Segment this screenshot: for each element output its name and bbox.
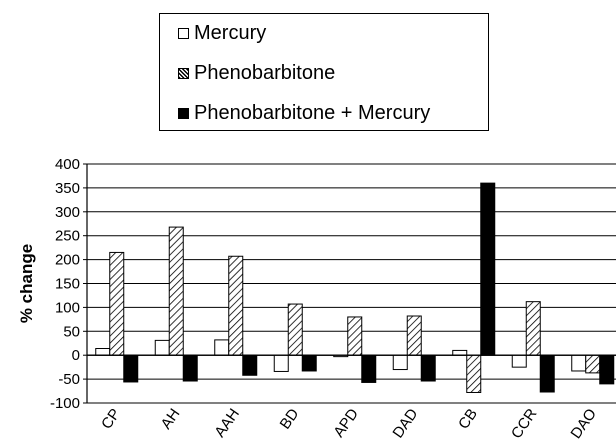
x-tick-label: CCR: [508, 405, 541, 439]
legend-item-phenobarbitone: Phenobarbitone: [178, 58, 335, 88]
y-tick-label: 300: [55, 204, 80, 221]
bar-mercury-cp: [96, 349, 110, 356]
y-tick-label: 400: [55, 156, 80, 173]
y-tick-label: -100: [50, 395, 80, 412]
bar-phenobarbitone-cp: [110, 252, 124, 355]
legend-label-mercury: Mercury: [194, 22, 266, 45]
y-tick-label: 0: [72, 347, 80, 364]
x-tick-label: CB: [455, 406, 481, 433]
tick-labels: -100 -50 0 50 100 150 200 250 300 350 400 CP AH AAH BD…: [17, 156, 600, 439]
bar-phenobarbitone-mercury-ccr: [540, 355, 554, 392]
bar-phenobarbitone-mercury-ah: [183, 355, 197, 381]
gridlines: [87, 164, 616, 403]
bar-phenobarbitone-bd: [288, 304, 302, 355]
bar-phenobarbitone-cb: [467, 355, 481, 392]
legend-label-phenobarbitone: Phenobarbitone: [194, 62, 335, 85]
bar-phenobarbitone-ah: [169, 227, 183, 355]
bar-phenobarbitone-aah: [229, 256, 243, 355]
bar-phenobarbitone-dao: [586, 355, 600, 373]
bar-phenobarbitone-mercury-dao: [600, 355, 614, 384]
bar-mercury-cb: [453, 350, 467, 355]
legend-label-phenobarbitone-mercury: Phenobarbitone + Mercury: [194, 102, 430, 125]
y-tick-label: 150: [55, 276, 80, 293]
legend-item-phenobarbitone-mercury: Phenobarbitone + Mercury: [178, 98, 430, 128]
y-tick-label: 50: [63, 323, 80, 340]
x-tick-label: DAO: [567, 406, 600, 439]
bar-phenobarbitone-apd: [348, 317, 362, 355]
bar-phenobarbitone-mercury-bd: [302, 355, 316, 371]
y-tick-label: 350: [55, 180, 80, 197]
x-tick-label: BD: [277, 405, 303, 432]
y-tick-label: -50: [58, 371, 80, 388]
y-axis-title: % change: [17, 244, 36, 323]
legend-swatch-phenobarbitone: [178, 68, 189, 79]
bar-phenobarbitone-mercury-cp: [124, 355, 138, 382]
bar-phenobarbitone-ccr: [526, 302, 540, 356]
bar-phenobarbitone-mercury-dad: [421, 355, 435, 381]
x-tick-label: DAD: [389, 405, 421, 439]
legend-item-mercury: Mercury: [178, 18, 266, 48]
y-tick-label: 200: [55, 252, 80, 269]
y-tick-label: 100: [55, 299, 80, 316]
x-tick-label: AH: [158, 406, 184, 433]
bar-phenobarbitone-dad: [407, 316, 421, 355]
legend: Mercury Phenobarbitone Phenobarbitone + …: [159, 13, 489, 131]
x-tick-label: APD: [330, 405, 362, 439]
bar-mercury-aah: [215, 340, 229, 355]
bar-phenobarbitone-mercury-apd: [362, 355, 376, 382]
legend-swatch-mercury: [178, 28, 189, 39]
y-tick-label: 250: [55, 228, 80, 245]
bars: [96, 183, 614, 392]
x-tick-label: CP: [98, 406, 124, 433]
bar-mercury-dao: [572, 355, 586, 371]
bar-phenobarbitone-mercury-cb: [481, 183, 495, 355]
bar-phenobarbitone-mercury-aah: [243, 355, 257, 375]
bar-mercury-bd: [274, 355, 288, 371]
legend-swatch-phenobarbitone-mercury: [178, 108, 189, 119]
bar-mercury-dad: [393, 355, 407, 369]
bar-mercury-ccr: [512, 355, 526, 367]
x-tick-label: AAH: [211, 406, 243, 439]
bar-mercury-ah: [155, 340, 169, 355]
